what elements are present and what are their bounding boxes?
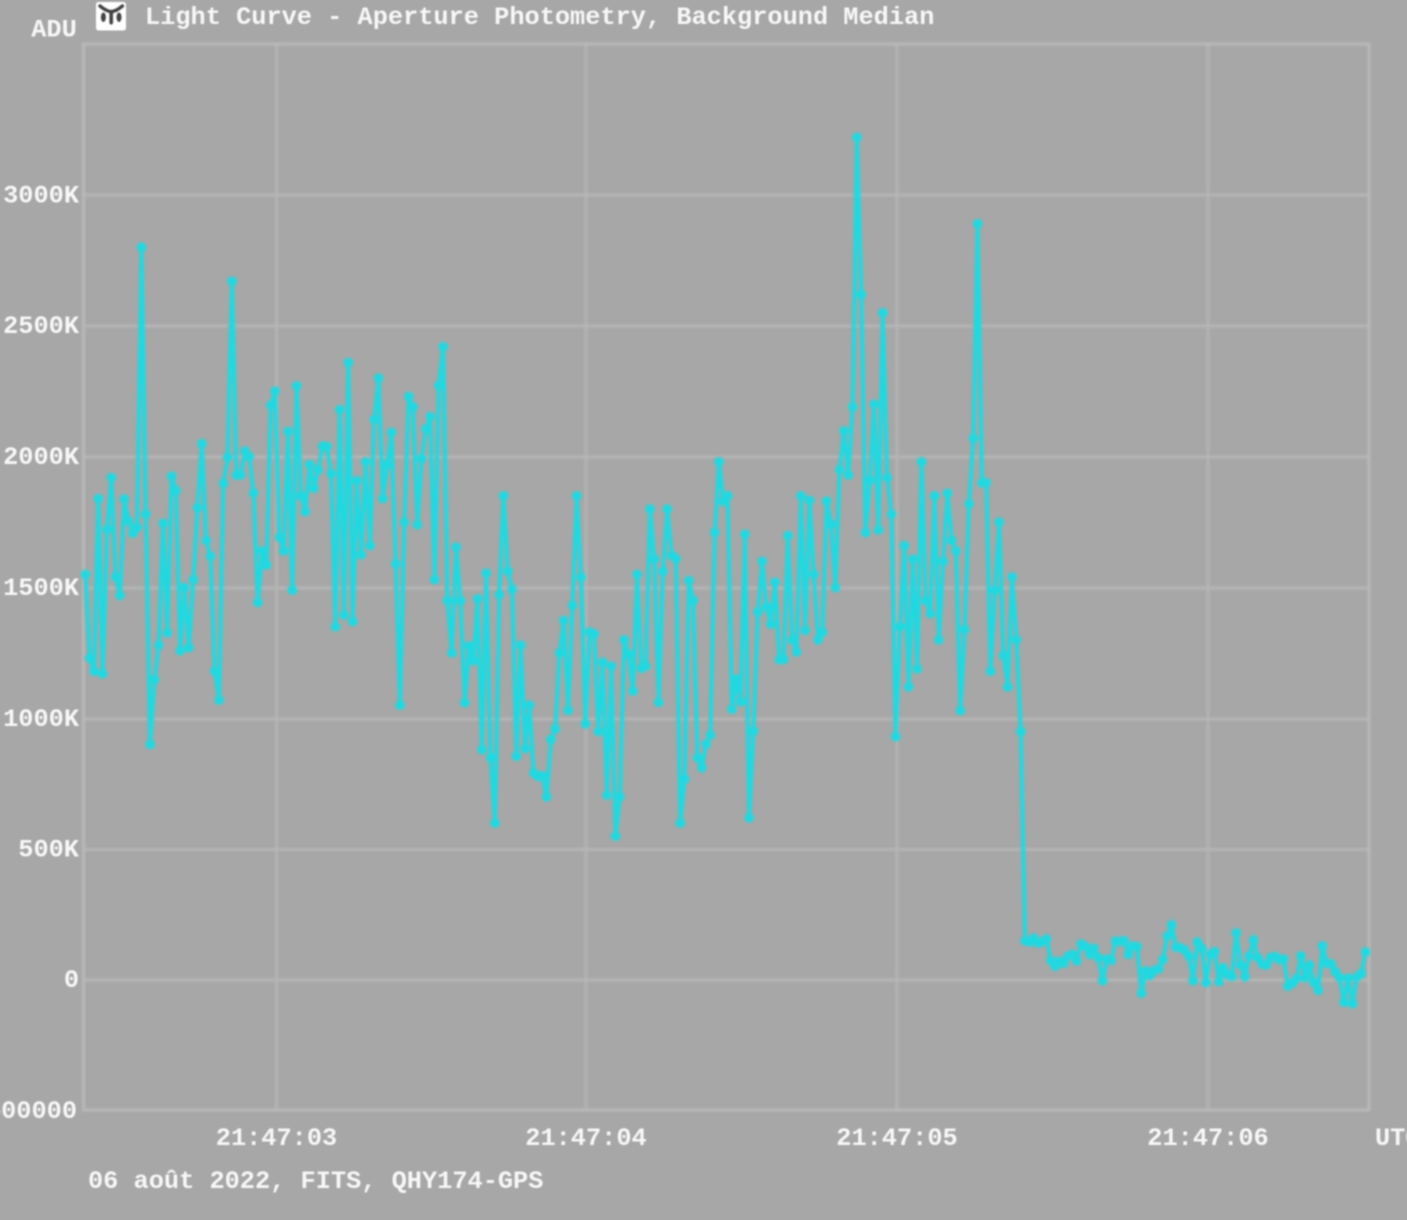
svg-text:2500K: 2500K — [3, 312, 80, 341]
svg-text:21:47:04: 21:47:04 — [525, 1124, 646, 1153]
svg-text:500K: 500K — [18, 836, 80, 865]
svg-text:21:47:06: 21:47:06 — [1147, 1124, 1268, 1153]
svg-text:1000K: 1000K — [3, 705, 80, 734]
svg-text:Light Curve - Aperture Photome: Light Curve - Aperture Photometry, Backg… — [145, 3, 934, 32]
svg-text:UTC: UTC — [1375, 1124, 1407, 1153]
svg-text:21:47:05: 21:47:05 — [836, 1124, 957, 1153]
svg-text:-500000: -500000 — [0, 1097, 77, 1126]
svg-text:ADU: ADU — [31, 16, 77, 45]
svg-text:21:47:03: 21:47:03 — [216, 1124, 337, 1153]
svg-text:2000K: 2000K — [3, 443, 80, 472]
svg-text:1500K: 1500K — [3, 574, 80, 603]
svg-text:3000K: 3000K — [3, 182, 80, 211]
svg-text:0: 0 — [64, 966, 79, 995]
svg-text:06 août 2022, FITS, QHY174-GPS: 06 août 2022, FITS, QHY174-GPS — [88, 1167, 543, 1196]
